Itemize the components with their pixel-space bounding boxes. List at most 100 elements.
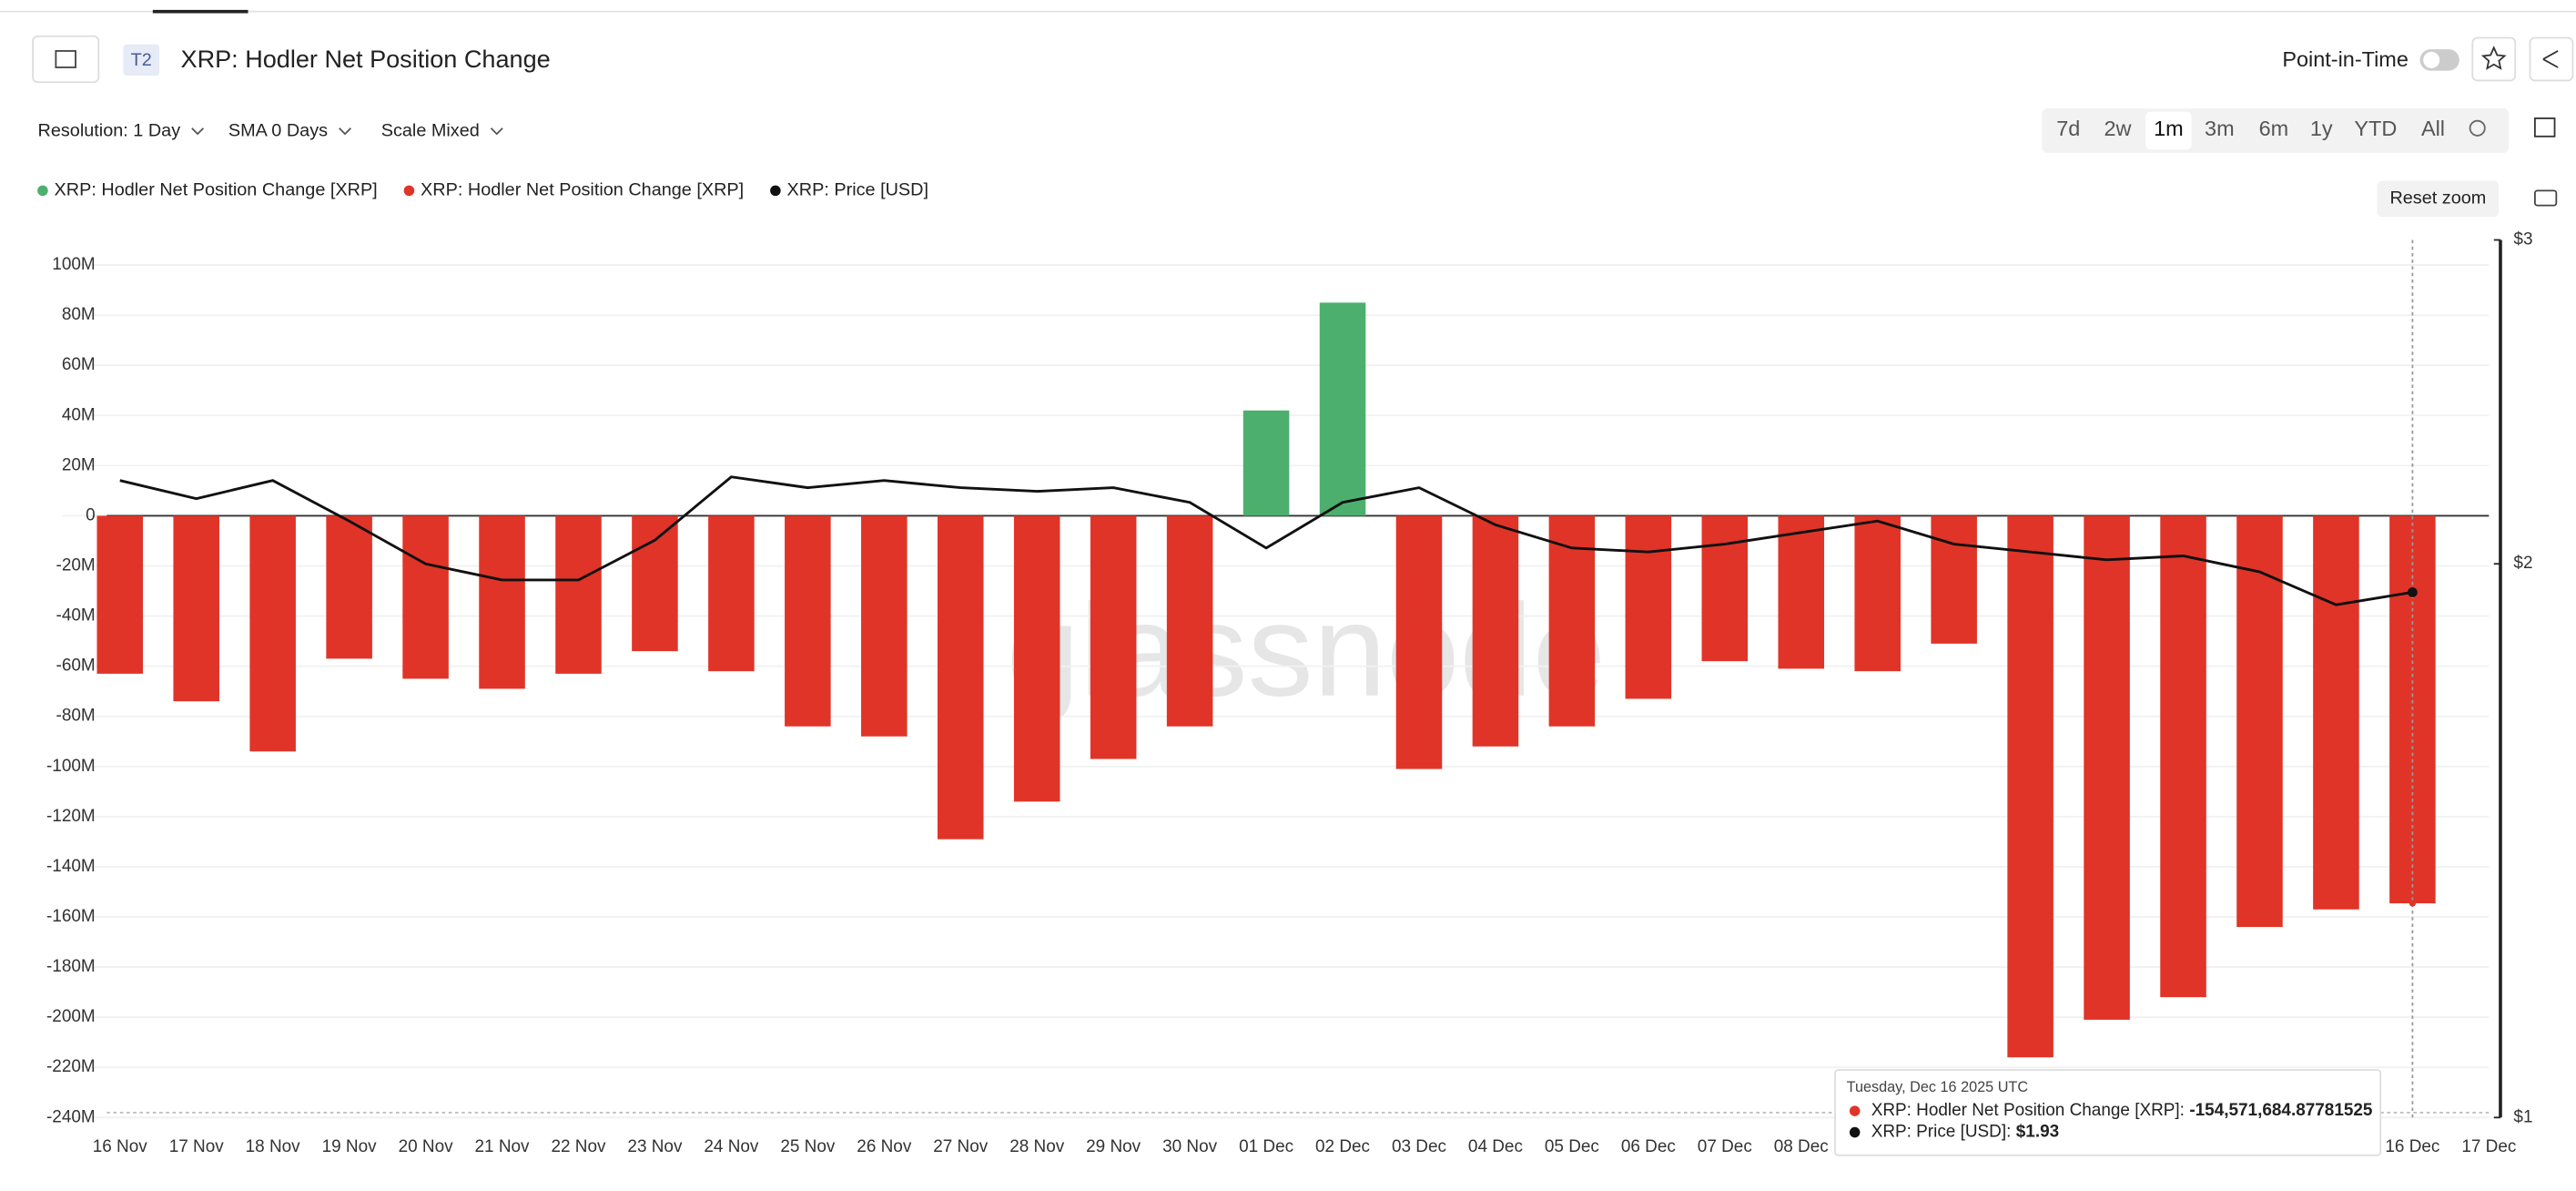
y-tick-label: -220M: [46, 1057, 96, 1076]
x-tick-label: 22 Nov: [551, 1137, 606, 1156]
x-tick-label: 05 Dec: [1545, 1137, 1599, 1156]
x-tick-label: 25 Nov: [780, 1137, 836, 1156]
y-tick-label: 0: [86, 505, 96, 524]
tooltip-box: [1834, 1069, 2382, 1156]
range-button[interactable]: 6m: [2259, 117, 2289, 140]
range-button[interactable]: 1m: [2154, 117, 2184, 140]
tooltip-dot: [1849, 1105, 1861, 1116]
bar: [2313, 515, 2359, 910]
y-tick-label: -200M: [46, 1007, 96, 1026]
dropdown-label[interactable]: Resolution: 1 Day: [38, 121, 181, 141]
y-tick-label: -240M: [46, 1107, 96, 1126]
bar: [632, 515, 678, 652]
bar: [479, 515, 525, 689]
x-tick-label: 07 Dec: [1698, 1137, 1752, 1156]
legend-dot: [403, 185, 415, 197]
dropdown-label[interactable]: SMA 0 Days: [228, 121, 328, 141]
dropdown-label[interactable]: Scale Mixed: [381, 121, 480, 141]
bar: [1242, 410, 1290, 516]
bar: [96, 515, 144, 674]
bar: [2007, 515, 2054, 1058]
share-icon: [2542, 50, 2559, 68]
x-tick-label: 17 Dec: [2461, 1137, 2516, 1156]
legend-dot: [770, 185, 781, 197]
x-tick-label: 23 Nov: [627, 1137, 683, 1156]
x-tick-label: 17 Nov: [169, 1137, 225, 1156]
range-button[interactable]: 7d: [2056, 117, 2080, 140]
zoom-icon[interactable]: [2469, 119, 2486, 137]
y-tick-label: -60M: [56, 657, 96, 676]
legend-label[interactable]: XRP: Hodler Net Position Change [XRP]: [55, 180, 378, 200]
bar: [1090, 515, 1137, 759]
y2-tick-label: $1: [2513, 1107, 2532, 1126]
bar: [1013, 515, 1060, 802]
bar: [1854, 515, 1901, 672]
range-button[interactable]: YTD: [2354, 117, 2397, 140]
legend-label[interactable]: XRP: Price [USD]: [787, 180, 928, 200]
reset-zoom-button[interactable]: [2377, 180, 2500, 218]
x-tick-label: 16 Dec: [2385, 1137, 2439, 1156]
camera-icon[interactable]: [2533, 189, 2558, 207]
x-tick-label: 19 Nov: [322, 1137, 378, 1156]
y-tick-label: -100M: [46, 757, 96, 776]
hover-dot: [2409, 900, 2416, 907]
y-tick-label: -180M: [46, 957, 96, 976]
tooltip-value: $1.93: [2016, 1123, 2059, 1142]
sidebar-button[interactable]: [32, 35, 100, 84]
x-tick-label: 06 Dec: [1621, 1137, 1676, 1156]
y-tick-label: -80M: [56, 707, 96, 726]
x-tick-label: 01 Dec: [1239, 1137, 1293, 1156]
y-tick-label: 20M: [62, 455, 96, 474]
y-tick-label: -40M: [56, 606, 96, 626]
y2-tick-label: $2: [2513, 554, 2532, 573]
x-tick-label: 27 Nov: [933, 1137, 989, 1156]
bar: [1319, 302, 1366, 516]
tooltip-title: Tuesday, Dec 16 2025 UTC: [1847, 1079, 2029, 1095]
bar: [2084, 515, 2130, 1020]
y-tick-label: 80M: [62, 305, 96, 324]
bar: [1472, 515, 1519, 747]
point-in-time-label: Point-in-Time: [2282, 47, 2409, 71]
reset-zoom-label: Reset zoom: [2389, 188, 2486, 209]
chevron: [339, 127, 351, 136]
bar: [249, 515, 296, 752]
bar: [1395, 515, 1443, 769]
x-tick-label: 18 Nov: [246, 1137, 301, 1156]
legend-dot: [37, 185, 48, 197]
bar: [402, 515, 449, 679]
range-button[interactable]: 2w: [2104, 117, 2131, 140]
legend-label[interactable]: XRP: Hodler Net Position Change [XRP]: [421, 180, 744, 200]
x-tick-label: 30 Nov: [1162, 1137, 1218, 1156]
y-tick-label: 60M: [62, 355, 96, 374]
range-button[interactable]: All: [2421, 117, 2445, 140]
bar: [708, 515, 755, 672]
share-button[interactable]: [2529, 36, 2574, 82]
y-tick-label: -140M: [46, 857, 96, 876]
chevron: [490, 127, 503, 136]
tooltip-dot: [1849, 1126, 1861, 1138]
y2-tick-label: $3: [2513, 230, 2532, 249]
bar: [1701, 515, 1749, 662]
tooltip-name: XRP: Price [USD]:: [1871, 1123, 2012, 1142]
range-button[interactable]: 1y: [2310, 117, 2333, 140]
x-tick-label: 16 Nov: [93, 1137, 148, 1156]
y-tick-label: 40M: [62, 405, 96, 424]
x-tick-label: 08 Dec: [1774, 1137, 1829, 1156]
calendar-icon[interactable]: [2533, 117, 2556, 137]
range-button[interactable]: 3m: [2205, 117, 2235, 140]
plot: XRP: Hodler Net Position Change [XRP] XRP…: [37, 180, 2532, 1156]
x-tick-label: 03 Dec: [1392, 1137, 1446, 1156]
bar: [785, 515, 831, 727]
y-tick-label: -120M: [46, 807, 96, 826]
sidebar-icon: [55, 50, 76, 68]
tooltip-value: -154,571,684.87781525: [2189, 1101, 2372, 1120]
x-tick-label: 24 Nov: [704, 1137, 759, 1156]
x-tick-label: 28 Nov: [1009, 1137, 1065, 1156]
favorite-button[interactable]: [2471, 36, 2517, 82]
bar: [1166, 515, 1213, 727]
bar: [937, 515, 984, 840]
x-tick-label: 21 Nov: [475, 1137, 531, 1156]
bar: [1548, 515, 1596, 727]
